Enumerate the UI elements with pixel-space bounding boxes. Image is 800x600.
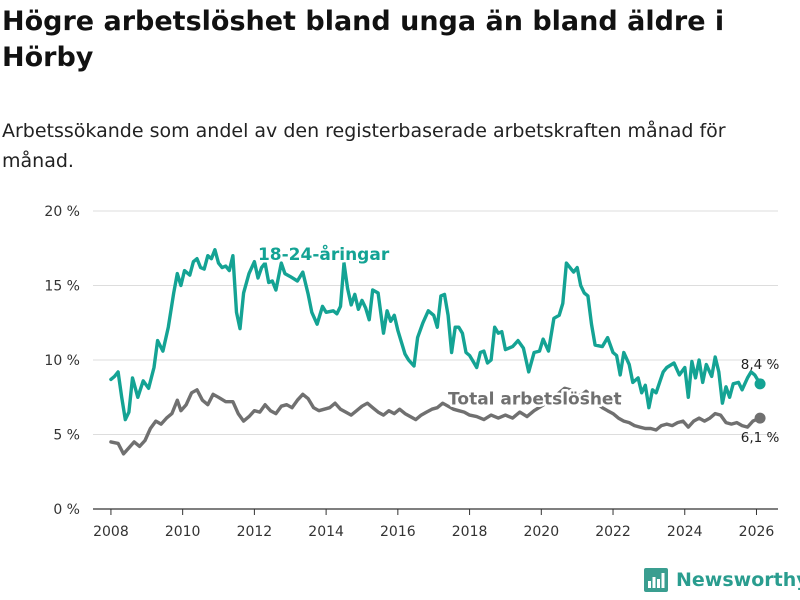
series-lines bbox=[109, 248, 766, 456]
end-value-label-total: 6,1 % bbox=[741, 430, 780, 446]
end-value-label-youth: 8,4 % bbox=[741, 357, 780, 373]
x-tick-label: 2022 bbox=[595, 524, 631, 540]
x-tick-label: 2012 bbox=[237, 524, 273, 540]
x-tick-label: 2026 bbox=[739, 524, 775, 540]
bar-chart-logo-icon bbox=[644, 568, 668, 592]
y-tick-label: 5 % bbox=[53, 428, 80, 444]
y-tick-label: 15 % bbox=[44, 279, 80, 295]
x-tick-label: 2014 bbox=[308, 524, 344, 540]
chart-title: Högre arbetslöshet bland unga än bland ä… bbox=[2, 6, 725, 73]
brand-name: Newsworthy bbox=[676, 569, 800, 591]
series-line-total bbox=[109, 386, 762, 456]
x-tick-label: 2024 bbox=[667, 524, 703, 540]
x-tick-label: 2018 bbox=[452, 524, 488, 540]
axes: 0 % 5 % 10 % 15 % 20 % 2008 2010 2012 2014 2016 20… bbox=[44, 204, 778, 540]
y-tick-label: 0 % bbox=[53, 502, 80, 518]
end-marker-youth bbox=[754, 378, 766, 390]
x-tick-label: 2010 bbox=[165, 524, 201, 540]
y-tick-label: 10 % bbox=[44, 353, 80, 369]
series-line-youth bbox=[109, 248, 762, 422]
x-tick-label: 2016 bbox=[380, 524, 416, 540]
chart-subtitle: Arbetssökande som andel av den registerb… bbox=[2, 120, 726, 172]
x-tick-label: 2008 bbox=[93, 524, 129, 540]
series-name-label-total: Total arbetslöshet bbox=[448, 390, 622, 410]
newsworthy-brand[interactable]: Newsworthy bbox=[644, 568, 800, 592]
y-tick-label: 20 % bbox=[44, 204, 80, 220]
series-labels: 6,1 % 8,4 % 18-24-åringar Total arbetslöshe… bbox=[255, 241, 780, 446]
gridlines bbox=[93, 210, 778, 435]
end-marker-total bbox=[754, 412, 766, 424]
x-tick-label: 2020 bbox=[523, 524, 559, 540]
series-name-label-youth: 18-24-åringar bbox=[258, 243, 390, 265]
